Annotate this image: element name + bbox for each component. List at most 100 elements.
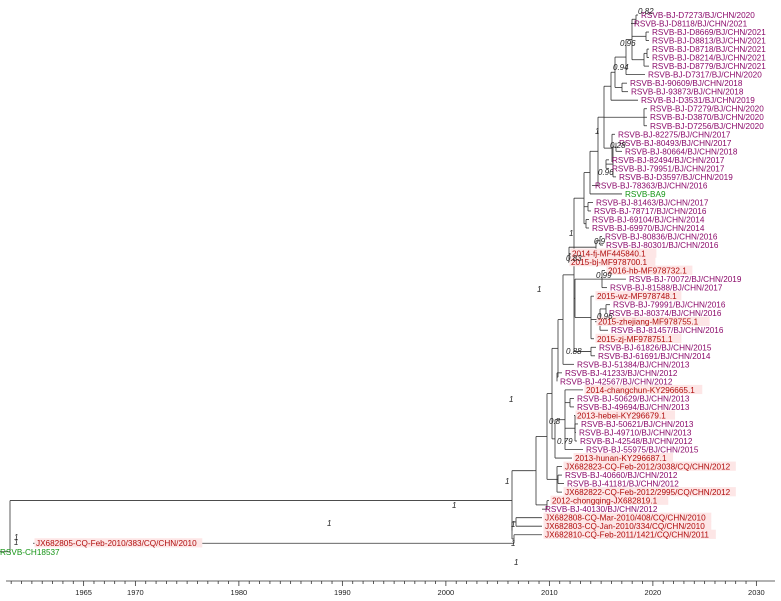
taxon-label: RSVB-BJ-D8118/BJ/CHN/2021 [634,20,748,29]
taxon-label: JX682803-CQ-Jan-2010/334/CQ/CHN/2010 [545,522,705,531]
support-value: 0.9 [594,237,606,246]
taxon-label: RSVB-BJ-69104/BJ/CHN/2014 [592,215,705,224]
taxon-label: RSVB-BJ-41233/BJ/CHN/2012 [565,369,678,378]
taxon-label: RSVB-BJ-D3870/BJ/CHN/2020 [650,113,764,122]
support-value: 1 [14,538,18,547]
taxon-label: RSVB-BJ-69970/BJ/CHN/2014 [592,224,705,233]
taxon-label: RSVB-BJ-40660/BJ/CHN/2012 [565,471,678,480]
label-highlight [595,333,682,343]
label-highlight [563,461,736,471]
taxon-label: RSVB-BJ-81588/BJ/CHN/2017 [610,284,723,293]
taxon-label: RSVB-BJ-80493/BJ/CHN/2017 [619,139,732,148]
support-value: 1 [511,520,515,529]
axis-tick-label: 1980 [231,588,248,597]
taxon-label: 2014-changchun-KY296665.1 [586,386,695,395]
label-highlight [606,265,693,275]
taxon-label: JX682808-CQ-Mar-2010/408/CQ/CHN/2010 [545,514,706,523]
taxon-label: 2014-fj-MF445840.1 [572,250,646,259]
taxon-label: 2013-hebei-KY296679.1 [577,411,666,420]
support-value: 0.28 [610,141,626,150]
axis-tick-label: 1965 [75,588,92,597]
label-highlight [584,384,703,395]
support-value: 1 [509,395,513,404]
taxon-label: JX682805-CQ-Feb-2010/383/CQ/CHN/2010 [36,539,197,548]
support-value: 1 [14,533,18,542]
taxon-label: RSVB-BJ-93873/BJ/CHN/2018 [631,88,744,97]
taxon-label: RSVB-BJ-80836/BJ/CHN/2016 [605,233,718,242]
taxon-label: 2012-chongqing-JX682819.1 [552,497,658,506]
taxon-label: RSVB-BJ-41181/BJ/CHN/2012 [567,480,679,489]
taxon-label: RSVB-BJ-D8779/BJ/CHN/2021 [652,62,766,71]
taxon-label: RSVB-BJ-42548/BJ/CHN/2012 [580,437,693,446]
axis-tick-label: 1990 [334,588,351,597]
taxon-label: RSVB-BJ-50629/BJ/CHN/2013 [577,394,690,403]
taxon-label: RSVB-BJ-79951/BJ/CHN/2017 [612,164,725,173]
support-value: 0.8 [549,417,561,426]
support-values: 0.82 0.96 0.94 1 0.28 0.96 1 0.9 0.83 0.99 1 0.96 0.… [14,7,654,567]
taxon-label: RSVB-BJ-51384/BJ/CHN/2013 [577,360,690,369]
taxon-label: RSVB-BJ-D3531/BJ/CHN/2019 [641,96,755,105]
taxon-label: RSVB-BJ-49710/BJ/CHN/2013 [579,428,692,437]
support-value: 1 [511,539,515,548]
taxon-label: RSVB-BJ-D3597/BJ/CHN/2019 [619,173,733,182]
taxon-label: RSVB-CH18537 [0,548,60,557]
taxon-label: RSVB-BJ-49694/BJ/CHN/2013 [577,403,690,412]
taxon-label: RSVB-BJ-D7273/BJ/CHN/2020 [641,11,755,20]
label-highlight [573,453,674,463]
support-value: 0.94 [613,63,629,72]
taxon-label: JX682822-CQ-Feb-2012/2995/CQ/CHN/2012 [565,488,731,497]
axis-tick-label: 2030 [748,588,765,597]
taxon-label: 2016-hb-MF978732.1 [608,267,687,276]
taxon-label: RSVB-BJ-D8813/BJ/CHN/2021 [652,37,766,46]
support-value: 0.83 [566,254,582,263]
taxon-label: JX682810-CQ-Feb-2011/1421/CQ/CHN/2011 [545,531,709,540]
taxon-label: RSVB-BJ-61691/BJ/CHN/2014 [598,352,711,361]
taxon-label: RSVB-BJ-79991/BJ/CHN/2016 [613,301,726,310]
taxon-label: RSVB-BJ-81457/BJ/CHN/2016 [611,326,724,335]
taxon-label: RSVB-BJ-42567/BJ/CHN/2012 [560,377,673,386]
support-value: 1 [452,501,456,510]
taxon-label: RSVB-BJ-81463/BJ/CHN/2017 [596,198,709,207]
support-value: 1 [505,477,509,486]
taxon-label: RSVB-BJ-80664/BJ/CHN/2018 [625,147,738,156]
taxon-label: RSVB-BJ-D8214/BJ/CHN/2021 [652,54,766,63]
support-value: 0.88 [566,347,582,356]
taxon-label: RSVB-BJ-82275/BJ/CHN/2017 [618,130,731,139]
taxon-labels: RSVB-BJ-D7273/BJ/CHN/2020RSVB-BJ-D8118/B… [0,11,766,557]
taxon-label: RSVB-BJ-D7317/BJ/CHN/2020 [648,71,762,80]
highlight-layer [34,248,736,548]
taxon-label: RSVB-BJ-D8718/BJ/CHN/2021 [652,45,766,54]
taxon-label: RSVB-BJ-55975/BJ/CHN/2015 [586,446,699,455]
axis-tick-label: 2000 [438,588,455,597]
support-value: 0.96 [597,312,613,321]
taxon-label: 2015-zj-MF978751.1 [597,335,673,344]
label-highlight [596,316,710,326]
label-highlight [543,521,712,531]
taxon-label: RSVB-BJ-D8669/BJ/CHN/2021 [652,28,766,37]
taxon-label: JX682823-CQ-Feb-2012/3038/CQ/CHN/2012 [565,463,731,472]
axis-tick-label: 1970 [127,588,144,597]
axis-tick-label: 2010 [541,588,558,597]
taxon-label: RSVB-BJ-80301/BJ/CHN/2016 [606,241,719,250]
label-highlight [550,495,669,505]
label-highlight [575,410,676,420]
taxon-label: 2015-zhejiang-MF978755.1 [598,318,699,327]
taxon-label: RSVB-BJ-78717/BJ/CHN/2016 [594,207,707,216]
support-value: 1 [569,229,573,238]
taxon-label: RSVB-BJ-50621/BJ/CHN/2013 [581,420,694,429]
taxon-label: RSVB-BJ-80374/BJ/CHN/2016 [609,309,722,318]
support-value: 1 [327,519,331,528]
taxon-label: 2013-hunan-KY296687.1 [575,454,667,463]
axis-tick-label: 2020 [645,588,662,597]
label-highlight [595,291,682,301]
support-value: 0.82 [638,7,654,16]
support-value: 1 [514,558,518,567]
tree-branches [0,14,649,553]
support-value: 1 [595,127,599,136]
support-value: 1 [537,285,541,294]
taxon-label: RSVB-BJ-40130/BJ/CHN/2012 [545,505,658,514]
taxon-label: RSVB-BA9 [625,190,666,199]
support-value: 0.96 [598,168,614,177]
taxon-label: 2015-bj-MF978700.1 [571,258,647,267]
